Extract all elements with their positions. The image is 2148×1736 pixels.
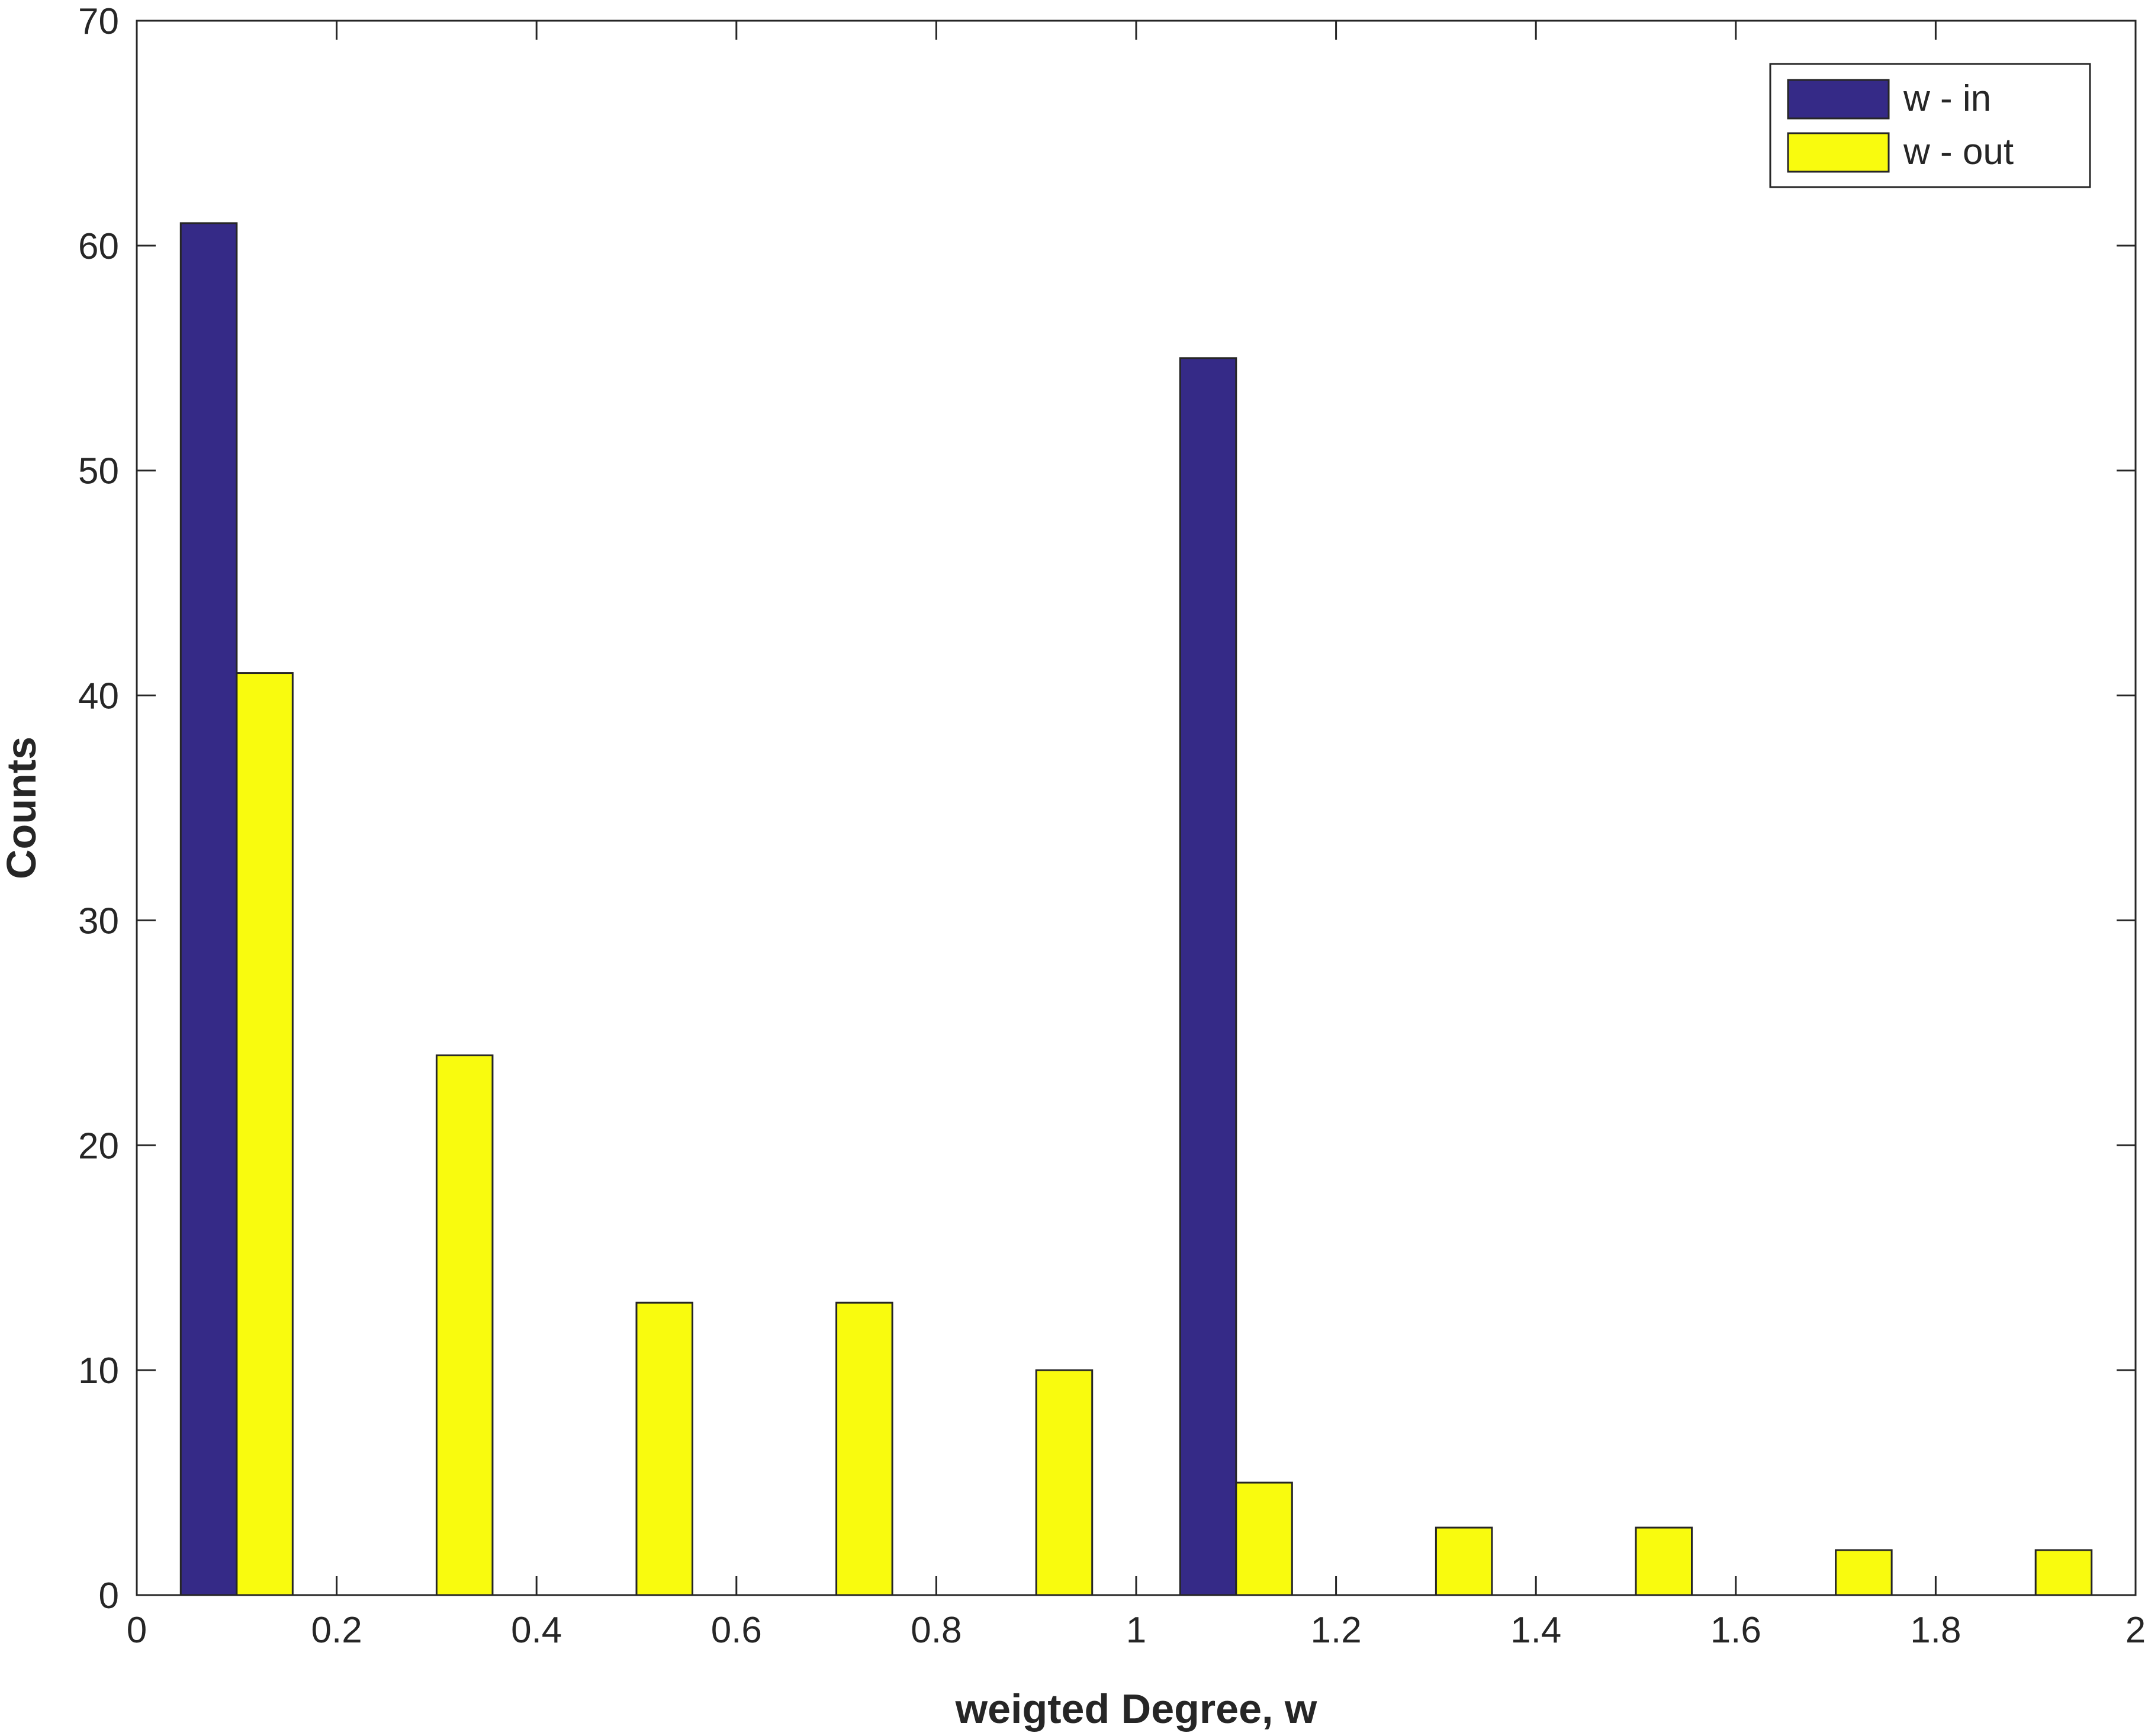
- bar-w-out-3: [835, 1301, 893, 1596]
- bar-w-out-6: [1435, 1526, 1493, 1596]
- bars-group: [179, 222, 2093, 1596]
- legend-swatch-1: [1787, 132, 1890, 173]
- bar-w-in-0: [179, 222, 238, 1596]
- legend-swatch-0: [1787, 79, 1890, 120]
- y-tick-label-1: 10: [78, 1351, 119, 1391]
- x-tick-label-0: 0: [127, 1610, 147, 1651]
- bar-w-out-4: [1035, 1369, 1094, 1596]
- x-tick-label-3: 0.6: [711, 1610, 762, 1651]
- bar-w-in-5: [1179, 357, 1237, 1596]
- y-tick-label-6: 60: [78, 226, 119, 267]
- x-tick-label-2: 0.4: [511, 1610, 562, 1651]
- x-tick-label-9: 1.8: [1910, 1610, 1961, 1651]
- axes-box: [136, 20, 2137, 1596]
- y-tick-label-7: 70: [78, 1, 119, 42]
- x-tick-label-8: 1.6: [1710, 1610, 1761, 1651]
- x-tick-labels: 0 0.2 0.4 0.6 0.8 1 1.2 1.4 1.6 1.8 2: [127, 1610, 2146, 1651]
- x-tick-label-6: 1.2: [1310, 1610, 1361, 1651]
- y-axis-title: Counts: [0, 737, 44, 879]
- bar-w-out-7: [1635, 1526, 1693, 1596]
- x-tick-label-4: 0.8: [911, 1610, 962, 1651]
- legend-label-0: w - in: [1903, 78, 1991, 119]
- legend-label-1: w - out: [1903, 131, 2014, 172]
- y-tick-label-3: 30: [78, 901, 119, 941]
- x-axis-title: weigted Degree, w: [955, 1686, 1317, 1732]
- legend: w - in w - out: [1769, 63, 2091, 188]
- y-tick-label-4: 40: [78, 676, 119, 717]
- bar-w-out-9: [2034, 1549, 2093, 1596]
- bar-w-out-0: [236, 672, 294, 1596]
- y-tick-label-0: 0: [99, 1576, 119, 1616]
- y-tick-labels: 0 10 20 30 40 50 60 70: [78, 1, 119, 1616]
- y-tick-label-2: 20: [78, 1126, 119, 1166]
- y-tick-label-5: 50: [78, 451, 119, 492]
- x-tick-label-7: 1.4: [1510, 1610, 1561, 1651]
- bar-w-out-1: [435, 1054, 494, 1596]
- x-tick-label-1: 0.2: [311, 1610, 362, 1651]
- bar-w-out-2: [635, 1301, 694, 1596]
- x-tick-label-10: 2: [2126, 1610, 2146, 1651]
- bar-w-out-5: [1235, 1481, 1293, 1596]
- x-tick-label-5: 1: [1126, 1610, 1146, 1651]
- bar-w-out-8: [1835, 1549, 1893, 1596]
